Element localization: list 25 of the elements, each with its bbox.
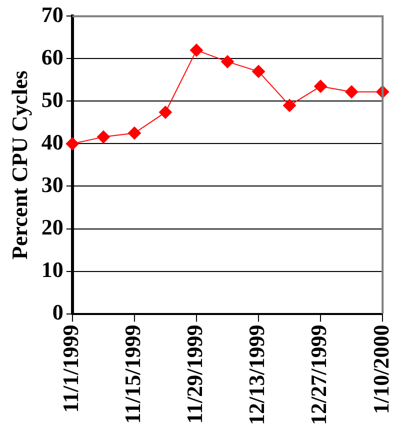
point (314, 80, 328, 93)
point (283, 98, 296, 112)
x-tick-label: 12/27/1999 (306, 324, 332, 426)
y-axis-title: Percent CPU Cycles (6, 70, 32, 260)
y-tick-label: 70 (41, 2, 64, 27)
x-tick-label: 11/1/1999 (58, 324, 84, 413)
point (66, 137, 79, 150)
y-tick-label: 20 (41, 214, 64, 240)
x-tick-label: 11/29/1999 (182, 324, 208, 424)
point (96, 130, 110, 144)
y-tick-label: 60 (41, 44, 64, 70)
point (252, 64, 266, 78)
y-tick-label: 10 (41, 256, 64, 282)
x-tick-label: 12/13/1999 (244, 324, 270, 426)
y-tick-label: 30 (41, 172, 64, 197)
point (221, 55, 234, 68)
y-tick-label: 40 (41, 129, 64, 154)
point (128, 126, 141, 140)
x-tick-label: 11/15/1999 (120, 324, 146, 424)
point (190, 44, 203, 57)
point (345, 85, 358, 98)
point (158, 106, 172, 119)
x-tick-label: 1/10/2000 (368, 324, 394, 414)
y-tick-label: 50 (41, 86, 64, 112)
y-tick-label: 0 (52, 299, 64, 324)
